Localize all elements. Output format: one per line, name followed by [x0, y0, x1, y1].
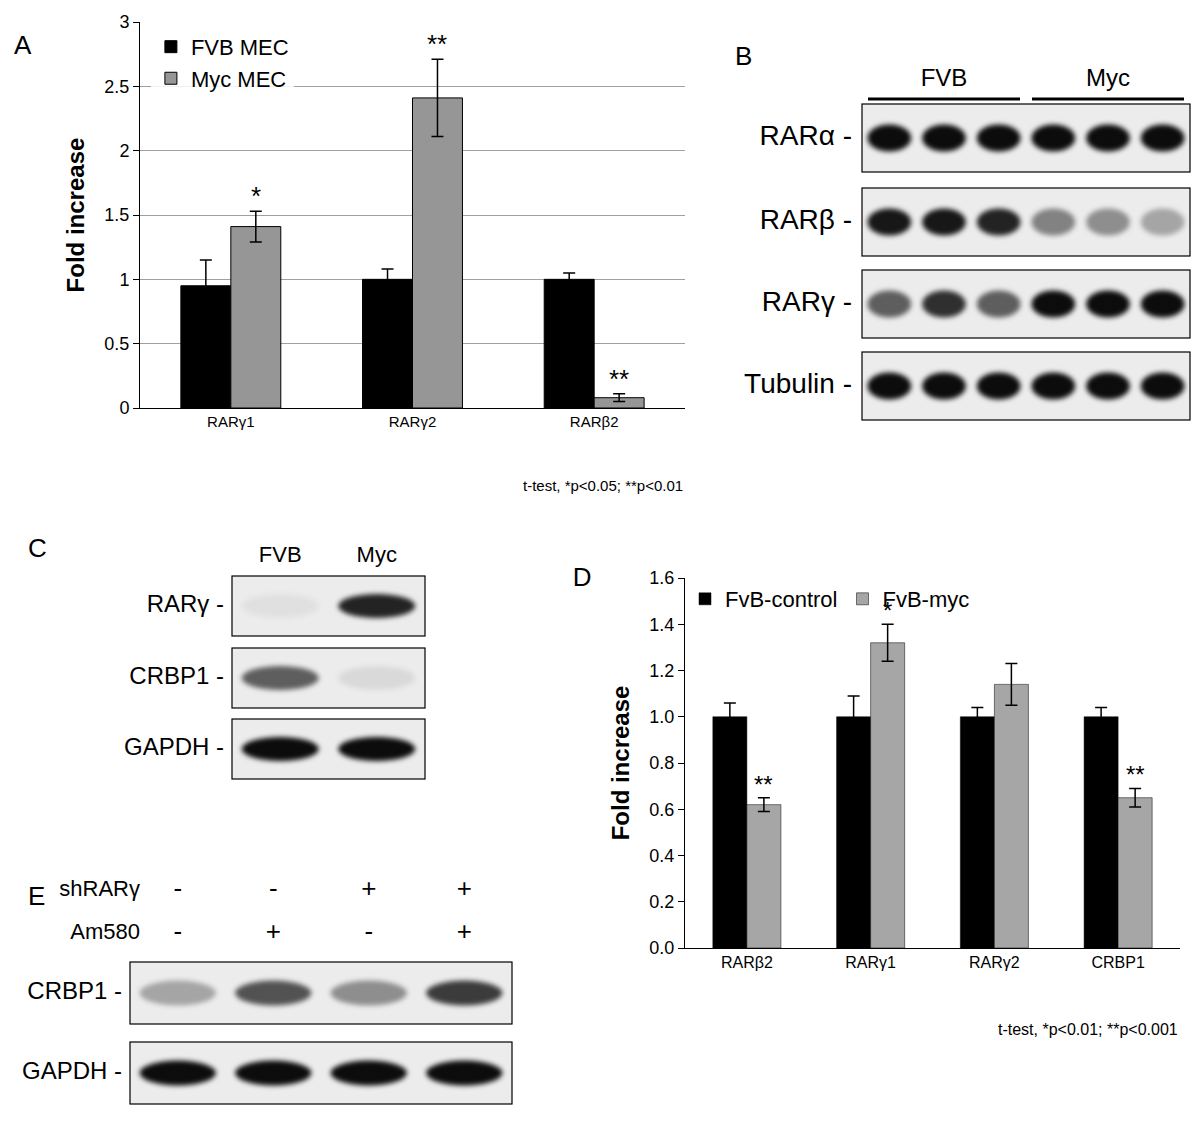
svg-text:GAPDH -: GAPDH - [124, 733, 224, 760]
svg-text:1.5: 1.5 [104, 205, 129, 225]
svg-text:Myc: Myc [357, 542, 397, 567]
svg-text:*: * [883, 597, 892, 624]
svg-text:3: 3 [119, 12, 129, 32]
svg-text:CRBP1 -: CRBP1 - [129, 662, 224, 689]
svg-text:-: - [173, 916, 182, 946]
svg-text:FvB-myc: FvB-myc [882, 587, 969, 612]
svg-text:+: + [457, 916, 472, 946]
svg-text:RARβ2: RARβ2 [570, 413, 619, 430]
svg-text:RARβ -: RARβ - [760, 204, 852, 235]
svg-text:Fold increase: Fold increase [607, 686, 634, 841]
svg-text:CRBP1: CRBP1 [1091, 954, 1144, 971]
svg-text:A: A [14, 30, 32, 60]
svg-text:RARγ -: RARγ - [147, 590, 224, 617]
svg-text:-: - [173, 873, 182, 903]
svg-text:0.4: 0.4 [649, 846, 674, 866]
svg-text:t-test, *p<0.05; **p<0.01: t-test, *p<0.05; **p<0.01 [523, 477, 683, 494]
svg-text:FVB: FVB [921, 64, 968, 91]
svg-text:0: 0 [119, 398, 129, 418]
svg-text:shRARγ: shRARγ [59, 876, 140, 901]
svg-text:-: - [269, 873, 278, 903]
svg-text:FvB-control: FvB-control [725, 587, 837, 612]
svg-text:1.2: 1.2 [649, 661, 674, 681]
svg-text:*: * [251, 181, 261, 211]
svg-text:D: D [573, 562, 592, 592]
svg-text:Fold increase: Fold increase [62, 138, 89, 293]
svg-text:0.6: 0.6 [649, 800, 674, 820]
svg-text:FVB MEC: FVB MEC [191, 35, 289, 60]
svg-text:**: ** [754, 771, 773, 798]
svg-text:2: 2 [119, 141, 129, 161]
svg-text:RARγ1: RARγ1 [845, 954, 896, 971]
svg-text:+: + [361, 873, 376, 903]
svg-text:RARβ2: RARβ2 [721, 954, 773, 971]
svg-text:**: ** [609, 364, 629, 394]
svg-text:0.0: 0.0 [649, 938, 674, 958]
svg-text:2.5: 2.5 [104, 77, 129, 97]
svg-text:E: E [28, 881, 45, 911]
svg-text:1.6: 1.6 [649, 568, 674, 588]
svg-text:+: + [457, 873, 472, 903]
svg-text:FVB: FVB [259, 542, 302, 567]
svg-text:RARγ2: RARγ2 [969, 954, 1020, 971]
svg-text:t-test, *p<0.01; **p<0.001: t-test, *p<0.01; **p<0.001 [998, 1021, 1178, 1038]
svg-text:**: ** [427, 29, 447, 59]
svg-text:+: + [266, 916, 281, 946]
svg-text:0.2: 0.2 [649, 892, 674, 912]
svg-text:Myc: Myc [1086, 64, 1130, 91]
svg-text:B: B [735, 41, 752, 71]
svg-text:C: C [28, 533, 47, 563]
svg-text:0.5: 0.5 [104, 334, 129, 354]
svg-text:1.0: 1.0 [649, 707, 674, 727]
svg-text:RARα -: RARα - [760, 120, 852, 151]
svg-text:**: ** [1126, 761, 1145, 788]
svg-text:1: 1 [119, 270, 129, 290]
svg-text:-: - [364, 916, 373, 946]
svg-text:1.4: 1.4 [649, 615, 674, 635]
svg-text:Am580: Am580 [70, 919, 140, 944]
svg-text:RARγ1: RARγ1 [207, 413, 255, 430]
svg-text:0.8: 0.8 [649, 753, 674, 773]
svg-text:RARγ2: RARγ2 [389, 413, 437, 430]
svg-text:RARγ -: RARγ - [762, 286, 852, 317]
svg-text:Tubulin -: Tubulin - [744, 368, 852, 399]
svg-text:CRBP1 -: CRBP1 - [27, 977, 122, 1004]
svg-text:GAPDH -: GAPDH - [22, 1057, 122, 1084]
svg-text:Myc MEC: Myc MEC [191, 67, 286, 92]
